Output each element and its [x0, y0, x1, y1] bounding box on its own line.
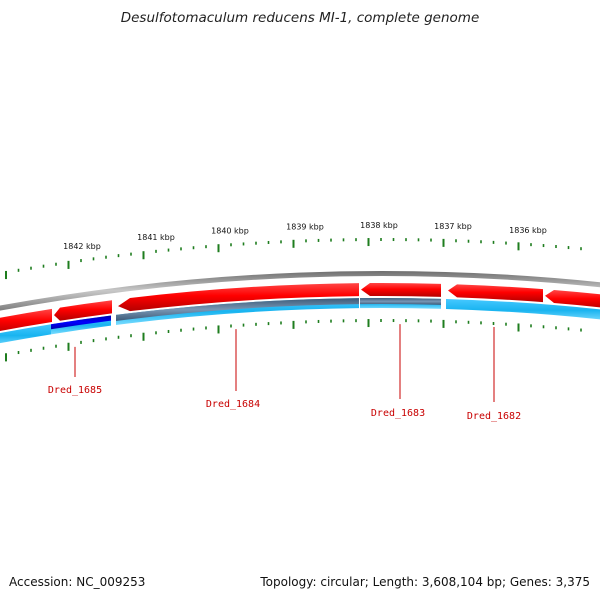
kbp-label: 1842 kbp — [63, 242, 101, 251]
kbp-label: 1838 kbp — [360, 221, 398, 230]
kbp-tick-ring — [5, 238, 582, 362]
gene-label: Dred_1684 — [206, 399, 260, 410]
backbone-ring — [0, 271, 600, 311]
gene-arrow-dred-1683 — [361, 282, 441, 297]
gene-label: Dred_1682 — [467, 411, 521, 422]
kbp-label: 1837 kbp — [434, 222, 472, 231]
kbp-labels: 1842 kbp 1841 kbp 1840 kbp 1839 kbp 1838 kbp… — [63, 221, 547, 251]
map-title: Desulfotomaculum reducens MI-1, complete… — [120, 10, 480, 26]
genome-summary-text: Topology: circular; Length: 3,608,104 bp… — [260, 575, 590, 589]
cds-steel-dred-1683 — [360, 298, 441, 305]
kbp-label: 1836 kbp — [509, 226, 547, 235]
cds-block — [0, 324, 51, 344]
feature-ring — [0, 282, 600, 331]
gene-arrow-segment — [0, 308, 52, 331]
kbp-label: 1841 kbp — [137, 233, 175, 242]
gene-label-lines — [74, 324, 495, 402]
gene-arrow-dred-1685 — [54, 300, 112, 321]
cds-steel-dred-1684 — [116, 298, 359, 321]
backbone-arc — [0, 271, 600, 311]
kbp-label: 1839 kbp — [286, 222, 324, 231]
gene-arrow-dred-1682 — [448, 284, 543, 303]
accession-text: Accession: NC_009253 — [9, 575, 146, 589]
gene-labels: Dred_1685 Dred_1684 Dred_1683 Dred_1682 — [48, 385, 521, 422]
gene-label: Dred_1683 — [371, 408, 425, 419]
gene-arrow-next — [545, 289, 600, 308]
gene-label: Dred_1685 — [48, 385, 102, 396]
gene-arrow-dred-1684 — [118, 283, 359, 312]
cds-block-dred-1682 — [446, 298, 600, 320]
cds-ring — [0, 298, 600, 344]
kbp-label: 1840 kbp — [211, 226, 249, 235]
cds-highlight-dred-1685 — [51, 315, 111, 330]
